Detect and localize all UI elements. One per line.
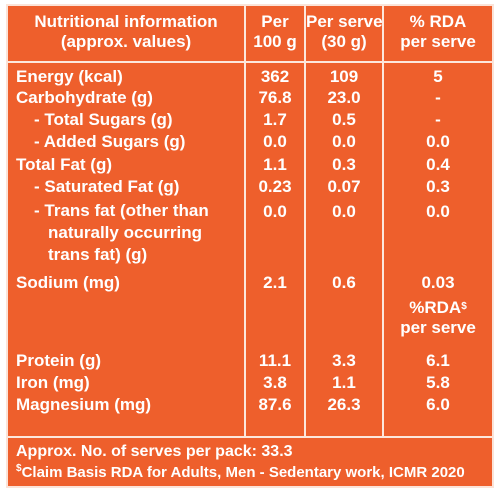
- row-label-iron: Iron (mg): [16, 373, 90, 392]
- row-label-protein: Protein (g): [16, 351, 101, 370]
- row-per100g-protein: 11.1: [258, 351, 292, 370]
- header-per-100g-line-1: Per: [261, 12, 289, 31]
- rda-subheader-sup: $: [461, 301, 467, 312]
- header-per-serve-line-1: Per serve: [306, 12, 383, 31]
- column-divider: [382, 6, 384, 436]
- row-perserve-total-sugars: 0.5: [332, 110, 356, 129]
- row-label-trans-fat: - Trans fat (other than naturally occurr…: [34, 200, 209, 266]
- row-perserve-iron: 1.1: [332, 373, 356, 392]
- header-per-serve: Per serve (30 g): [306, 12, 383, 52]
- trans-fat-label-line-3: trans fat) (g): [48, 245, 148, 264]
- trans-fat-label-line-1: - Trans fat (other than: [34, 201, 209, 220]
- footer-divider: [8, 436, 492, 438]
- row-label-total-fat: Total Fat (g): [16, 155, 112, 174]
- row-perserve-magnesium: 26.3: [327, 395, 361, 414]
- row-perserve-added-sugars: 0.0: [332, 132, 356, 151]
- row-per100g-carbohydrate: 76.8: [258, 88, 292, 107]
- header-rda: % RDA per serve: [384, 12, 492, 52]
- row-per100g-energy: 362: [260, 67, 290, 86]
- row-per100g-saturated-fat: 0.23: [258, 177, 292, 196]
- row-per100g-magnesium: 87.6: [258, 395, 292, 414]
- row-rda-total-sugars: -: [435, 110, 441, 129]
- header-rda-line-1: % RDA: [409, 12, 467, 31]
- row-rda-carbohydrate: -: [435, 88, 441, 107]
- trans-fat-label-line-2: naturally occurring: [48, 223, 202, 242]
- row-label-carbohydrate: Carbohydrate (g): [16, 88, 153, 107]
- row-per100g-total-fat: 1.1: [263, 155, 287, 174]
- row-rda-trans-fat: 0.0: [426, 202, 450, 221]
- row-rda-protein: 6.1: [426, 351, 450, 370]
- row-rda-iron: 5.8: [426, 373, 450, 392]
- header-per-serve-line-2: (30 g): [321, 32, 367, 51]
- row-label-added-sugars: - Added Sugars (g): [34, 132, 186, 151]
- serves-per-pack: Approx. No. of serves per pack: 33.3: [16, 443, 293, 460]
- row-label-energy: Energy (kcal): [16, 67, 123, 86]
- row-per100g-iron: 3.8: [263, 373, 287, 392]
- row-rda-energy: 5: [433, 67, 443, 86]
- row-rda-sodium: 0.03: [421, 273, 455, 292]
- row-label-saturated-fat: - Saturated Fat (g): [34, 177, 180, 196]
- claim-sup: $: [16, 463, 22, 474]
- row-per100g-trans-fat: 0.0: [263, 202, 287, 221]
- rda-subheader-line-1: %RDA$: [384, 298, 492, 318]
- row-perserve-total-fat: 0.3: [332, 155, 356, 174]
- row-rda-saturated-fat: 0.3: [426, 177, 450, 196]
- header-divider: [8, 61, 492, 63]
- nutrition-panel: Nutritional information (approx. values)…: [6, 4, 494, 488]
- column-divider: [244, 6, 246, 436]
- title-line-1: Nutritional information: [34, 12, 218, 31]
- row-per100g-sodium: 2.1: [263, 273, 287, 292]
- row-perserve-protein: 3.3: [332, 351, 356, 370]
- row-perserve-saturated-fat: 0.07: [327, 177, 361, 196]
- row-perserve-carbohydrate: 23.0: [327, 88, 361, 107]
- row-perserve-energy: 109: [329, 67, 359, 86]
- title-line-2: (approx. values): [60, 32, 192, 51]
- row-perserve-trans-fat: 0.0: [332, 202, 356, 221]
- row-label-sodium: Sodium (mg): [16, 273, 120, 292]
- header-per-100g: Per 100 g: [246, 12, 304, 52]
- row-rda-magnesium: 6.0: [426, 395, 450, 414]
- rda-subheader-text: %RDA: [409, 298, 462, 317]
- row-per100g-added-sugars: 0.0: [263, 132, 287, 151]
- rda-subheader-line-2: per serve: [400, 318, 476, 337]
- row-label-total-sugars: - Total Sugars (g): [34, 110, 173, 129]
- row-label-magnesium: Magnesium (mg): [16, 395, 152, 414]
- claim-text: Claim Basis RDA for Adults, Men - Sedent…: [21, 464, 465, 481]
- table-title: Nutritional information (approx. values): [8, 12, 244, 52]
- header-rda-line-2: per serve: [400, 32, 476, 51]
- row-rda-added-sugars: 0.0: [426, 132, 450, 151]
- header-per-100g-line-2: 100 g: [253, 32, 297, 51]
- rda-subheader: %RDA$ per serve: [384, 298, 492, 338]
- row-per100g-total-sugars: 1.7: [263, 110, 287, 129]
- row-rda-total-fat: 0.4: [426, 155, 450, 174]
- column-divider: [304, 6, 306, 436]
- row-perserve-sodium: 0.6: [332, 273, 356, 292]
- claim-basis-note: $Claim Basis RDA for Adults, Men - Seden…: [16, 463, 465, 481]
